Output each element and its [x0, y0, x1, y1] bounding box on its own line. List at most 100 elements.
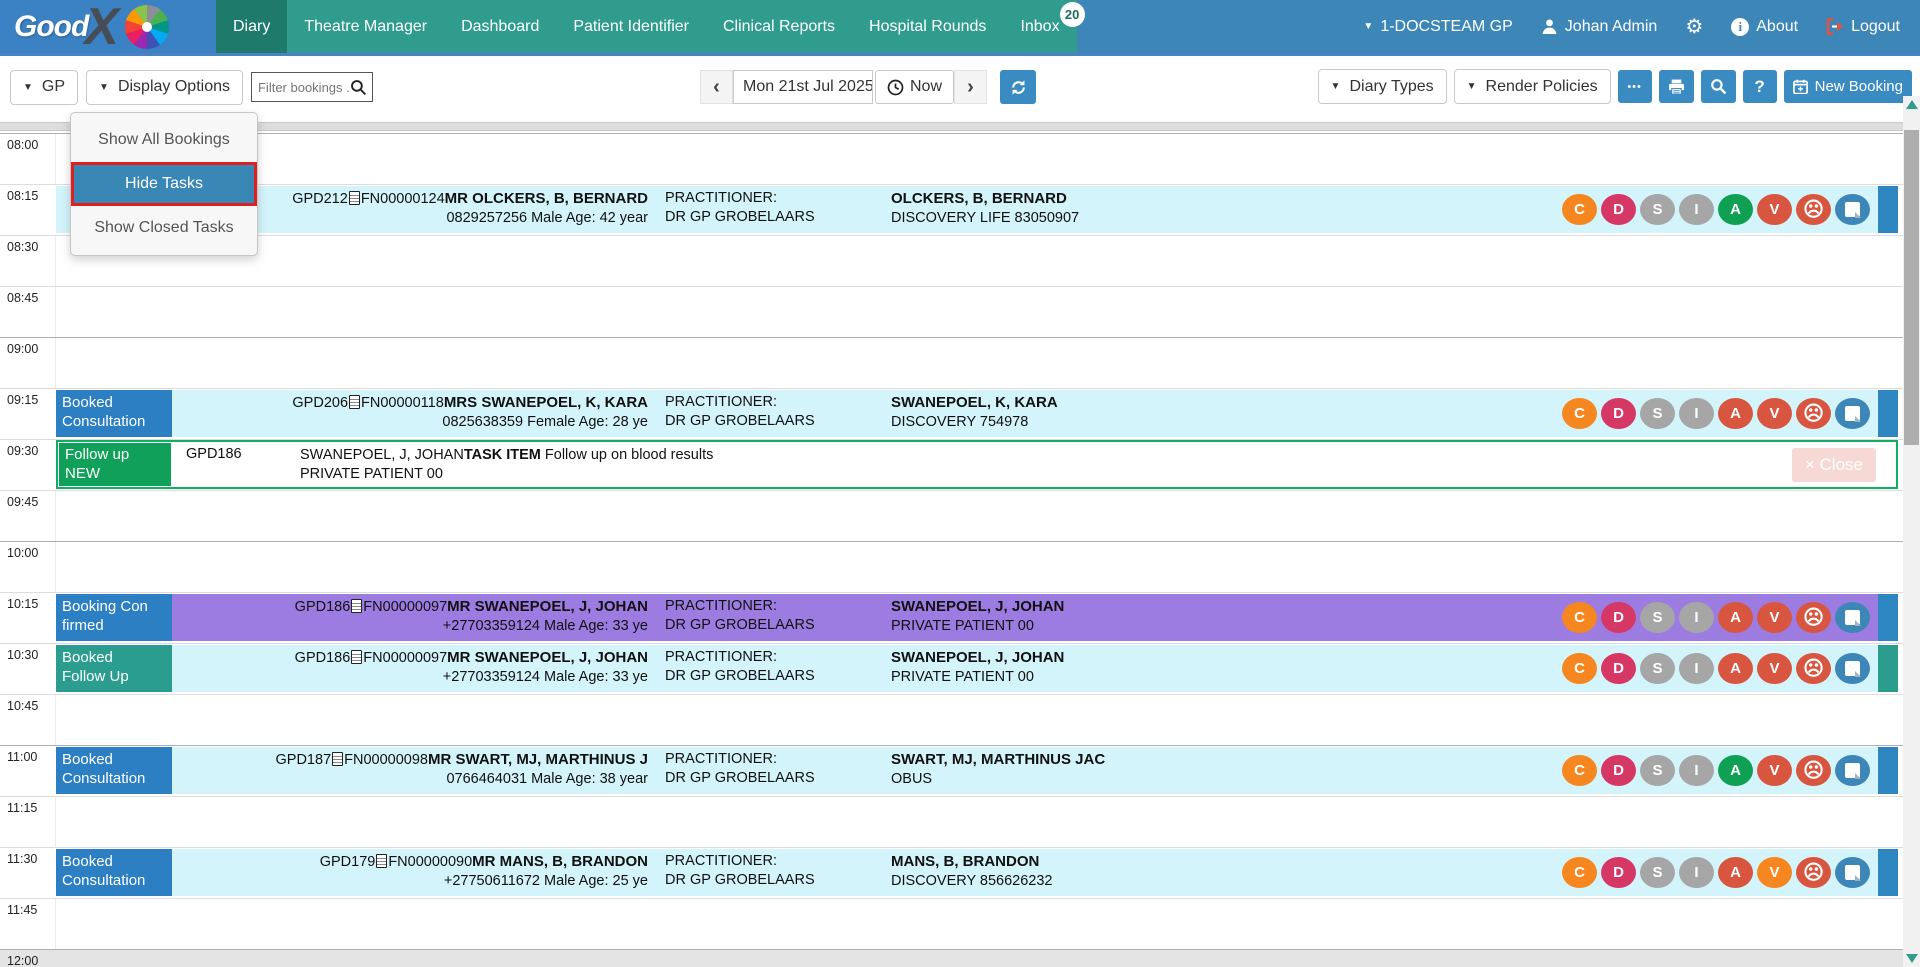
chip-sad-face[interactable]: ☹ [1796, 653, 1831, 684]
chip-note[interactable] [1835, 857, 1870, 888]
time-slot-12:00[interactable]: 12:00 [0, 949, 1903, 967]
chip-d[interactable]: D [1601, 857, 1636, 888]
chip-s[interactable]: S [1640, 755, 1675, 786]
time-slot-11:45[interactable]: 11:45 [0, 898, 1903, 949]
chip-s[interactable]: S [1640, 194, 1675, 225]
about-button[interactable]: i About [1731, 17, 1798, 36]
time-slot-08:30[interactable]: 08:30 [0, 235, 1903, 286]
chip-d[interactable]: D [1601, 602, 1636, 633]
document-icon[interactable] [332, 752, 344, 766]
chip-v[interactable]: V [1757, 755, 1792, 786]
filter-bookings-input[interactable] [257, 79, 350, 95]
chip-i[interactable]: I [1679, 857, 1714, 888]
chip-v[interactable]: V [1757, 602, 1792, 633]
chip-sad-face[interactable]: ☹ [1796, 857, 1831, 888]
chip-v[interactable]: V [1757, 857, 1792, 888]
chip-i[interactable]: I [1679, 602, 1714, 633]
chip-note[interactable] [1835, 602, 1870, 633]
task-close-button[interactable]: × Close [1791, 447, 1876, 482]
menu-item-show-all-bookings[interactable]: Show All Bookings [98, 131, 230, 148]
chip-v[interactable]: V [1757, 194, 1792, 225]
time-slot-08:00[interactable]: 08:00 [0, 133, 1903, 184]
booking-row[interactable]: GPD212 FN00000124MR OLCKERS, B, BERNARD 08… [56, 186, 1898, 233]
booking-row[interactable]: Booked Consultation GPD206 FN00000118MRS S… [56, 390, 1898, 437]
nav-item-clinical-reports[interactable]: Clinical Reports [706, 0, 852, 53]
scroll-down-arrow[interactable] [1906, 954, 1918, 963]
chip-s[interactable]: S [1640, 857, 1675, 888]
chip-i[interactable]: I [1679, 398, 1714, 429]
display-options-button[interactable]: ▼ Display Options [86, 69, 243, 105]
chip-s[interactable]: S [1640, 602, 1675, 633]
chip-d[interactable]: D [1601, 194, 1636, 225]
nav-item-hospital-rounds[interactable]: Hospital Rounds [852, 0, 1003, 53]
chip-a[interactable]: A [1718, 602, 1753, 633]
chip-a[interactable]: A [1718, 857, 1753, 888]
chip-sad-face[interactable]: ☹ [1796, 194, 1831, 225]
time-slot-10:30[interactable]: 10:30 Booked Follow Up GPD186 FN00000097MR … [0, 643, 1903, 694]
nav-item-patient-identifier[interactable]: Patient Identifier [556, 0, 706, 53]
date-field[interactable] [733, 70, 873, 104]
time-slot-11:00[interactable]: 11:00 Booked Consultation GPD187 FN00000098… [0, 745, 1903, 796]
nav-item-dashboard[interactable]: Dashboard [444, 0, 556, 53]
time-slot-09:30[interactable]: 09:30 Follow up NEW GPD186 SWANEPOEL, J, JO… [0, 439, 1903, 490]
refresh-button[interactable] [1000, 70, 1037, 104]
menu-item-show-closed-tasks[interactable]: Show Closed Tasks [94, 219, 234, 236]
help-button[interactable]: ? [1742, 70, 1777, 103]
time-slot-11:30[interactable]: 11:30 Booked Consultation GPD179 FN00000090… [0, 847, 1903, 898]
chip-sad-face[interactable]: ☹ [1796, 755, 1831, 786]
time-slot-10:15[interactable]: 10:15 Booking Con firmed GPD186 FN00000097M… [0, 592, 1903, 643]
practice-selector[interactable]: ▼ 1-DOCSTEAM GP [1363, 18, 1512, 36]
chip-note[interactable] [1835, 653, 1870, 684]
search-button[interactable] [1700, 70, 1736, 103]
time-slot-09:15[interactable]: 09:15 Booked Consultation GPD206 FN00000118… [0, 388, 1903, 439]
time-slot-08:45[interactable]: 08:45 [0, 286, 1903, 337]
chip-s[interactable]: S [1640, 653, 1675, 684]
time-slot-10:45[interactable]: 10:45 [0, 694, 1903, 745]
chip-a[interactable]: A [1718, 653, 1753, 684]
chip-i[interactable]: I [1679, 194, 1714, 225]
document-icon[interactable] [349, 395, 361, 409]
logout-button[interactable]: Logout [1826, 18, 1900, 36]
chip-v[interactable]: V [1757, 653, 1792, 684]
chip-sad-face[interactable]: ☹ [1796, 602, 1831, 633]
document-icon[interactable] [376, 854, 388, 868]
chip-s[interactable]: S [1640, 398, 1675, 429]
diary-types-button[interactable]: ▼ Diary Types [1317, 69, 1447, 104]
booking-row[interactable]: Booked Follow Up GPD186 FN00000097MR SWANE… [56, 645, 1898, 692]
chip-a[interactable]: A [1718, 194, 1753, 225]
chip-v[interactable]: V [1757, 398, 1792, 429]
gp-dropdown-button[interactable]: ▼ GP [10, 69, 79, 105]
chip-note[interactable] [1835, 755, 1870, 786]
chip-d[interactable]: D [1601, 398, 1636, 429]
time-slot-08:15[interactable]: 08:15 GPD212 FN00000124MR OLCKERS, B, BERN… [0, 184, 1903, 235]
document-icon[interactable] [348, 191, 360, 205]
chip-c[interactable]: C [1562, 755, 1597, 786]
render-policies-button[interactable]: ▼ Render Policies [1453, 69, 1611, 104]
chip-sad-face[interactable]: ☹ [1796, 398, 1831, 429]
time-slot-09:45[interactable]: 09:45 [0, 490, 1903, 541]
document-icon[interactable] [351, 650, 363, 664]
chip-i[interactable]: I [1679, 755, 1714, 786]
menu-item-hide-tasks[interactable]: Hide Tasks [71, 162, 257, 206]
booking-row[interactable]: Booked Consultation GPD179 FN00000090MR MA… [56, 849, 1898, 896]
chip-c[interactable]: C [1562, 857, 1597, 888]
task-row[interactable]: Follow up NEW GPD186 SWANEPOEL, J, JOHANTA… [56, 440, 1898, 489]
more-options-button[interactable]: ••• [1617, 70, 1652, 103]
time-slot-09:00[interactable]: 09:00 [0, 337, 1903, 388]
scrollbar-thumb[interactable] [1904, 130, 1919, 445]
booking-row[interactable]: Booking Con firmed GPD186 FN00000097MR SWA… [56, 594, 1898, 641]
search-icon[interactable] [350, 79, 367, 96]
chip-c[interactable]: C [1562, 602, 1597, 633]
scroll-up-arrow[interactable] [1906, 100, 1918, 109]
settings-button[interactable]: ⚙ [1685, 14, 1703, 39]
chip-note[interactable] [1835, 398, 1870, 429]
next-day-button[interactable]: › [954, 70, 988, 104]
chip-d[interactable]: D [1601, 755, 1636, 786]
chip-a[interactable]: A [1718, 755, 1753, 786]
prev-day-button[interactable]: ‹ [700, 70, 733, 104]
chip-c[interactable]: C [1562, 653, 1597, 684]
chip-a[interactable]: A [1718, 398, 1753, 429]
time-slot-11:15[interactable]: 11:15 [0, 796, 1903, 847]
chip-c[interactable]: C [1562, 194, 1597, 225]
time-slot-10:00[interactable]: 10:00 [0, 541, 1903, 592]
